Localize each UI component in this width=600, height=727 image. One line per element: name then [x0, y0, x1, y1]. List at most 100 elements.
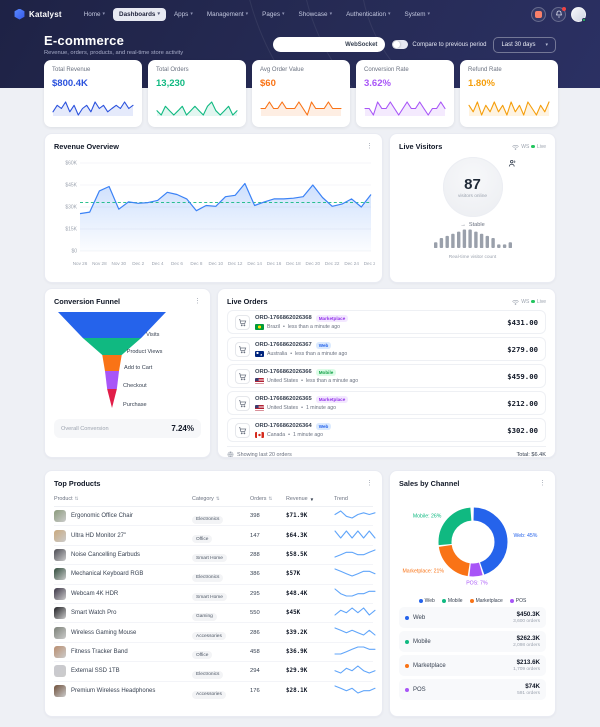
notifications-button[interactable]	[551, 6, 566, 22]
product-row[interactable]: Smart Watch Pro Gaming 550 $45K	[54, 604, 376, 624]
kebab-menu-icon[interactable]: ⋮	[194, 298, 201, 305]
svg-text:Dec 22: Dec 22	[325, 261, 340, 266]
nav-item-pages[interactable]: Pages ▾	[262, 10, 285, 18]
svg-text:Dec 12: Dec 12	[228, 261, 243, 266]
order-country: Canada	[267, 431, 286, 438]
nav-item-home[interactable]: Home ▾	[83, 10, 106, 18]
column-header-orders[interactable]: Orders ⇅	[250, 496, 273, 502]
kebab-menu-icon[interactable]: ⋮	[366, 143, 373, 150]
kebab-menu-icon[interactable]: ⋮	[366, 480, 373, 487]
svg-text:Dec 6: Dec 6	[171, 261, 183, 266]
kpi-card-avg-order-value: Avg Order Value $60	[252, 60, 350, 127]
product-revenue: $48.4K	[286, 590, 308, 597]
product-row[interactable]: Ergonomic Office Chair Electronics 398 $…	[54, 507, 376, 527]
kpi-value: 1.80%	[468, 78, 495, 89]
kpi-label: Total Revenue	[52, 67, 91, 73]
product-trend-sparkline	[334, 662, 376, 680]
order-row[interactable]: ORD-1766862026365 Marketplace United Sta…	[227, 391, 546, 415]
theme-button[interactable]	[531, 6, 546, 22]
column-header-category[interactable]: Category ⇅	[192, 496, 220, 502]
product-name: Mechanical Keyboard RGB	[71, 571, 144, 578]
panel-title: Live Visitors	[399, 142, 443, 151]
user-avatar[interactable]	[571, 6, 586, 22]
order-row[interactable]: ORD-1766862026366 Mobile United States • …	[227, 364, 546, 388]
product-revenue: $58.5K	[286, 551, 308, 558]
toggle-knob	[393, 41, 401, 48]
product-row[interactable]: Noise Cancelling Earbuds Smart Home 288 …	[54, 546, 376, 566]
product-row[interactable]: Mechanical Keyboard RGB Electronics 386 …	[54, 565, 376, 585]
channel-value: $74K	[525, 683, 540, 690]
visitor-bars-chart	[433, 228, 512, 253]
column-header-product[interactable]: Product ⇅	[54, 496, 79, 502]
channel-badge: Web	[315, 422, 332, 430]
order-time: less than a minute ago	[287, 323, 341, 330]
product-orders: 295	[250, 590, 260, 597]
product-orders: 386	[250, 571, 260, 578]
product-orders: 176	[250, 688, 260, 695]
page-title: E-commerce	[44, 33, 125, 48]
channel-name: Mobile	[413, 638, 431, 645]
product-thumbnail	[54, 568, 66, 581]
channel-donut-chart: Web: 45% POS: 7% Marketplace: 21% Mobile: 2…	[399, 492, 546, 597]
compare-toggle[interactable]	[392, 40, 409, 49]
products-table-header: Product ⇅ Category ⇅ Orders ⇅ Revenue ▼ Trend	[54, 492, 373, 507]
kpi-label: Refund Rate	[468, 67, 502, 73]
product-thumbnail	[54, 587, 66, 600]
nav-item-showcase[interactable]: Showcase ▾	[298, 10, 333, 18]
svg-text:$45K: $45K	[65, 183, 77, 189]
order-country: Brazil	[267, 323, 280, 330]
kpi-card-total-orders: Total Orders 13,230	[148, 60, 246, 127]
nav-item-management[interactable]: Management ▾	[206, 10, 249, 18]
product-row[interactable]: Wireless Gaming Mouse Accessories 286 $3…	[54, 623, 376, 643]
sort-desc-icon: ▼	[309, 496, 315, 502]
kebab-menu-icon[interactable]: ⋮	[539, 480, 546, 487]
product-trend-sparkline	[334, 624, 376, 642]
product-row[interactable]: Ultra HD Monitor 27" Office 147 $64.3K	[54, 526, 376, 546]
channel-orders: 2,098 orders	[513, 643, 540, 648]
nav-item-system[interactable]: System ▾	[404, 10, 431, 18]
nav-item-authentication[interactable]: Authentication ▾	[346, 10, 391, 18]
product-row[interactable]: Webcam 4K HDR Smart Home 295 $48.4K	[54, 585, 376, 604]
column-header-trend: Trend	[334, 496, 348, 502]
cart-icon	[239, 399, 247, 407]
product-thumbnail	[54, 645, 66, 658]
product-revenue: $39.2K	[286, 629, 308, 636]
svg-text:Dec 24: Dec 24	[344, 261, 359, 266]
visitor-count-circle: 87 visitors online	[442, 157, 503, 217]
channel-list: Web $450.3K 3,600 orders Mobile $262.3K 2,0…	[399, 607, 546, 700]
funnel-footer: Overall Conversion 7.24%	[54, 419, 201, 438]
product-name: External SSD 1TB	[71, 668, 120, 675]
panel-title: Revenue Overview	[54, 142, 119, 151]
svg-text:Dec 8: Dec 8	[190, 261, 202, 266]
cart-icon-box	[235, 422, 250, 438]
category-badge: Office	[192, 651, 213, 660]
kpi-sparkline	[52, 99, 134, 122]
product-name: Noise Cancelling Earbuds	[71, 551, 141, 558]
nav-item-apps[interactable]: Apps ▾	[173, 10, 193, 18]
category-badge: Electronics	[192, 515, 224, 524]
nav-item-dashboards[interactable]: Dashboards ▾	[113, 7, 166, 21]
order-row[interactable]: ORD-1766862026367 Web Australia • less th…	[227, 337, 546, 361]
order-row[interactable]: ORD-1766862026364 Web Canada • 1 minute a…	[227, 418, 546, 442]
revenue-overview-panel: Revenue Overview ⋮ $0 $15K $30K $45K $60…	[44, 133, 383, 283]
brand[interactable]: Katalyst	[14, 8, 62, 20]
order-row[interactable]: ORD-1766862026368 Marketplace Brazil • le…	[227, 310, 546, 334]
channel-name: POS	[413, 686, 426, 693]
nav-menu: Home ▾ Dashboards ▾ Apps ▾ Management ▾ Pages ▾ Sh…	[78, 7, 521, 21]
product-thumbnail	[54, 665, 66, 678]
column-header-revenue[interactable]: Revenue ▼	[286, 496, 315, 502]
product-thumbnail	[54, 626, 66, 639]
kpi-label: Total Orders	[156, 67, 189, 73]
navbar-actions	[531, 6, 586, 22]
svg-text:POS: 7%: POS: 7%	[466, 580, 488, 586]
svg-text:$0: $0	[71, 249, 77, 255]
category-badge: Smart Home	[192, 593, 227, 602]
panel-title: Sales by Channel	[399, 479, 460, 488]
product-row[interactable]: Premium Wireless Headphones Accessories …	[54, 682, 376, 701]
product-orders: 458	[250, 648, 260, 655]
product-row[interactable]: Fitness Tracker Band Office 458 $36.9K	[54, 643, 376, 663]
product-row[interactable]: External SSD 1TB Electronics 294 $29.9K	[54, 662, 376, 682]
live-dot	[531, 144, 535, 149]
kpi-sparkline	[156, 99, 238, 122]
